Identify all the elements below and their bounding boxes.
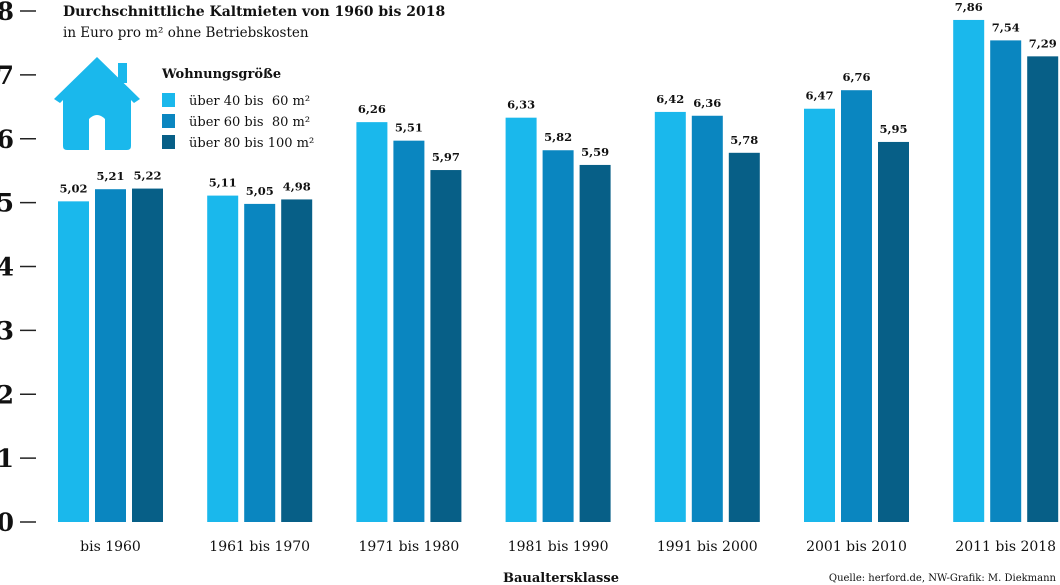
bar <box>132 188 163 522</box>
house-icon-door <box>89 115 105 150</box>
x-tick-label: 2001 bis 2010 <box>806 539 907 555</box>
x-axis-label: Baualtersklasse <box>503 571 619 585</box>
y-tick-label: 3 <box>0 316 14 345</box>
house-icon-chimney <box>118 63 127 83</box>
data-label: 6,33 <box>507 98 535 112</box>
bar <box>804 108 835 522</box>
legend: über 40 bis 60 m² über 60 bis 80 m² über 8… <box>162 93 314 151</box>
bar <box>542 150 574 522</box>
legend-swatch <box>162 114 175 128</box>
bar <box>356 122 388 522</box>
data-label: 5,21 <box>96 169 124 183</box>
data-label: 5,51 <box>395 121 423 135</box>
bar <box>691 115 723 522</box>
y-tick-label: 1 <box>0 444 14 473</box>
data-label: 6,36 <box>693 96 721 110</box>
bar <box>430 170 462 522</box>
y-tick-label: 6 <box>0 125 14 154</box>
bar <box>654 111 686 523</box>
data-label: 5,02 <box>59 181 87 195</box>
y-tick-label: 5 <box>0 189 14 218</box>
legend-label: über 60 bis 80 m² <box>189 115 310 130</box>
legend-label: über 40 bis 60 m² <box>189 94 310 109</box>
data-label: 5,78 <box>730 133 758 147</box>
data-label: 5,11 <box>209 176 237 190</box>
x-tick-label: 1981 bis 1990 <box>508 539 609 555</box>
house-icon <box>54 57 140 150</box>
data-label: 7,54 <box>992 20 1020 34</box>
bars: 5,02 5,21 5,22 5,11 5,05 4,98 6,26 5,51 5,97 6,33… <box>58 0 1059 523</box>
legend-label: über 80 bis 100 m² <box>189 136 314 151</box>
data-label: 5,22 <box>133 169 161 183</box>
x-tick-label: 1971 bis 1980 <box>359 539 460 555</box>
data-label: 4,98 <box>283 179 311 193</box>
chart-title: Durchschnittliche Kaltmieten von 1960 bi… <box>63 4 445 20</box>
legend-title: Wohnungsgröße <box>161 67 281 82</box>
y-axis: 0 1 2 3 4 5 6 7 8 <box>0 0 36 537</box>
y-tick-label: 0 <box>0 508 14 537</box>
legend-swatch <box>162 135 175 149</box>
bar <box>207 195 239 522</box>
data-label: 6,76 <box>842 70 870 84</box>
x-tick-label: 1961 bis 1970 <box>209 539 310 555</box>
legend-swatch <box>162 93 175 107</box>
y-tick-label: 8 <box>0 0 14 26</box>
bar <box>728 152 760 523</box>
bar <box>990 40 1022 522</box>
data-label: 5,82 <box>544 130 572 144</box>
bar <box>393 140 425 522</box>
data-label: 5,95 <box>879 122 907 136</box>
data-label: 7,86 <box>955 0 983 14</box>
x-tick-label: 1991 bis 2000 <box>657 539 758 555</box>
data-label: 5,97 <box>432 150 460 164</box>
bar <box>281 199 313 522</box>
x-axis: bis 1960 1961 bis 1970 1971 bis 1980 1981 b… <box>80 539 1056 555</box>
data-label: 6,47 <box>805 89 833 103</box>
x-tick-label: bis 1960 <box>80 539 141 555</box>
bar <box>244 203 276 522</box>
y-tick-label: 2 <box>0 380 14 409</box>
bar <box>1027 56 1059 522</box>
y-tick-label: 4 <box>0 253 14 282</box>
bar <box>58 201 89 522</box>
data-label: 6,42 <box>656 92 684 106</box>
bar <box>579 164 611 522</box>
y-tick-label: 7 <box>0 61 14 90</box>
bar <box>878 141 909 522</box>
bar <box>841 90 872 522</box>
chart-subtitle: in Euro pro m² ohne Betriebskosten <box>63 25 309 41</box>
bar <box>95 189 126 522</box>
data-label: 5,59 <box>581 145 609 159</box>
bar <box>953 19 985 522</box>
bar <box>505 117 537 522</box>
source-note: Quelle: herford.de, NW-Grafik: M. Diekma… <box>829 573 1057 584</box>
data-label: 7,29 <box>1029 36 1057 50</box>
data-label: 6,26 <box>358 102 386 116</box>
x-tick-label: 2011 bis 2018 <box>955 539 1056 555</box>
data-label: 5,05 <box>246 184 274 198</box>
